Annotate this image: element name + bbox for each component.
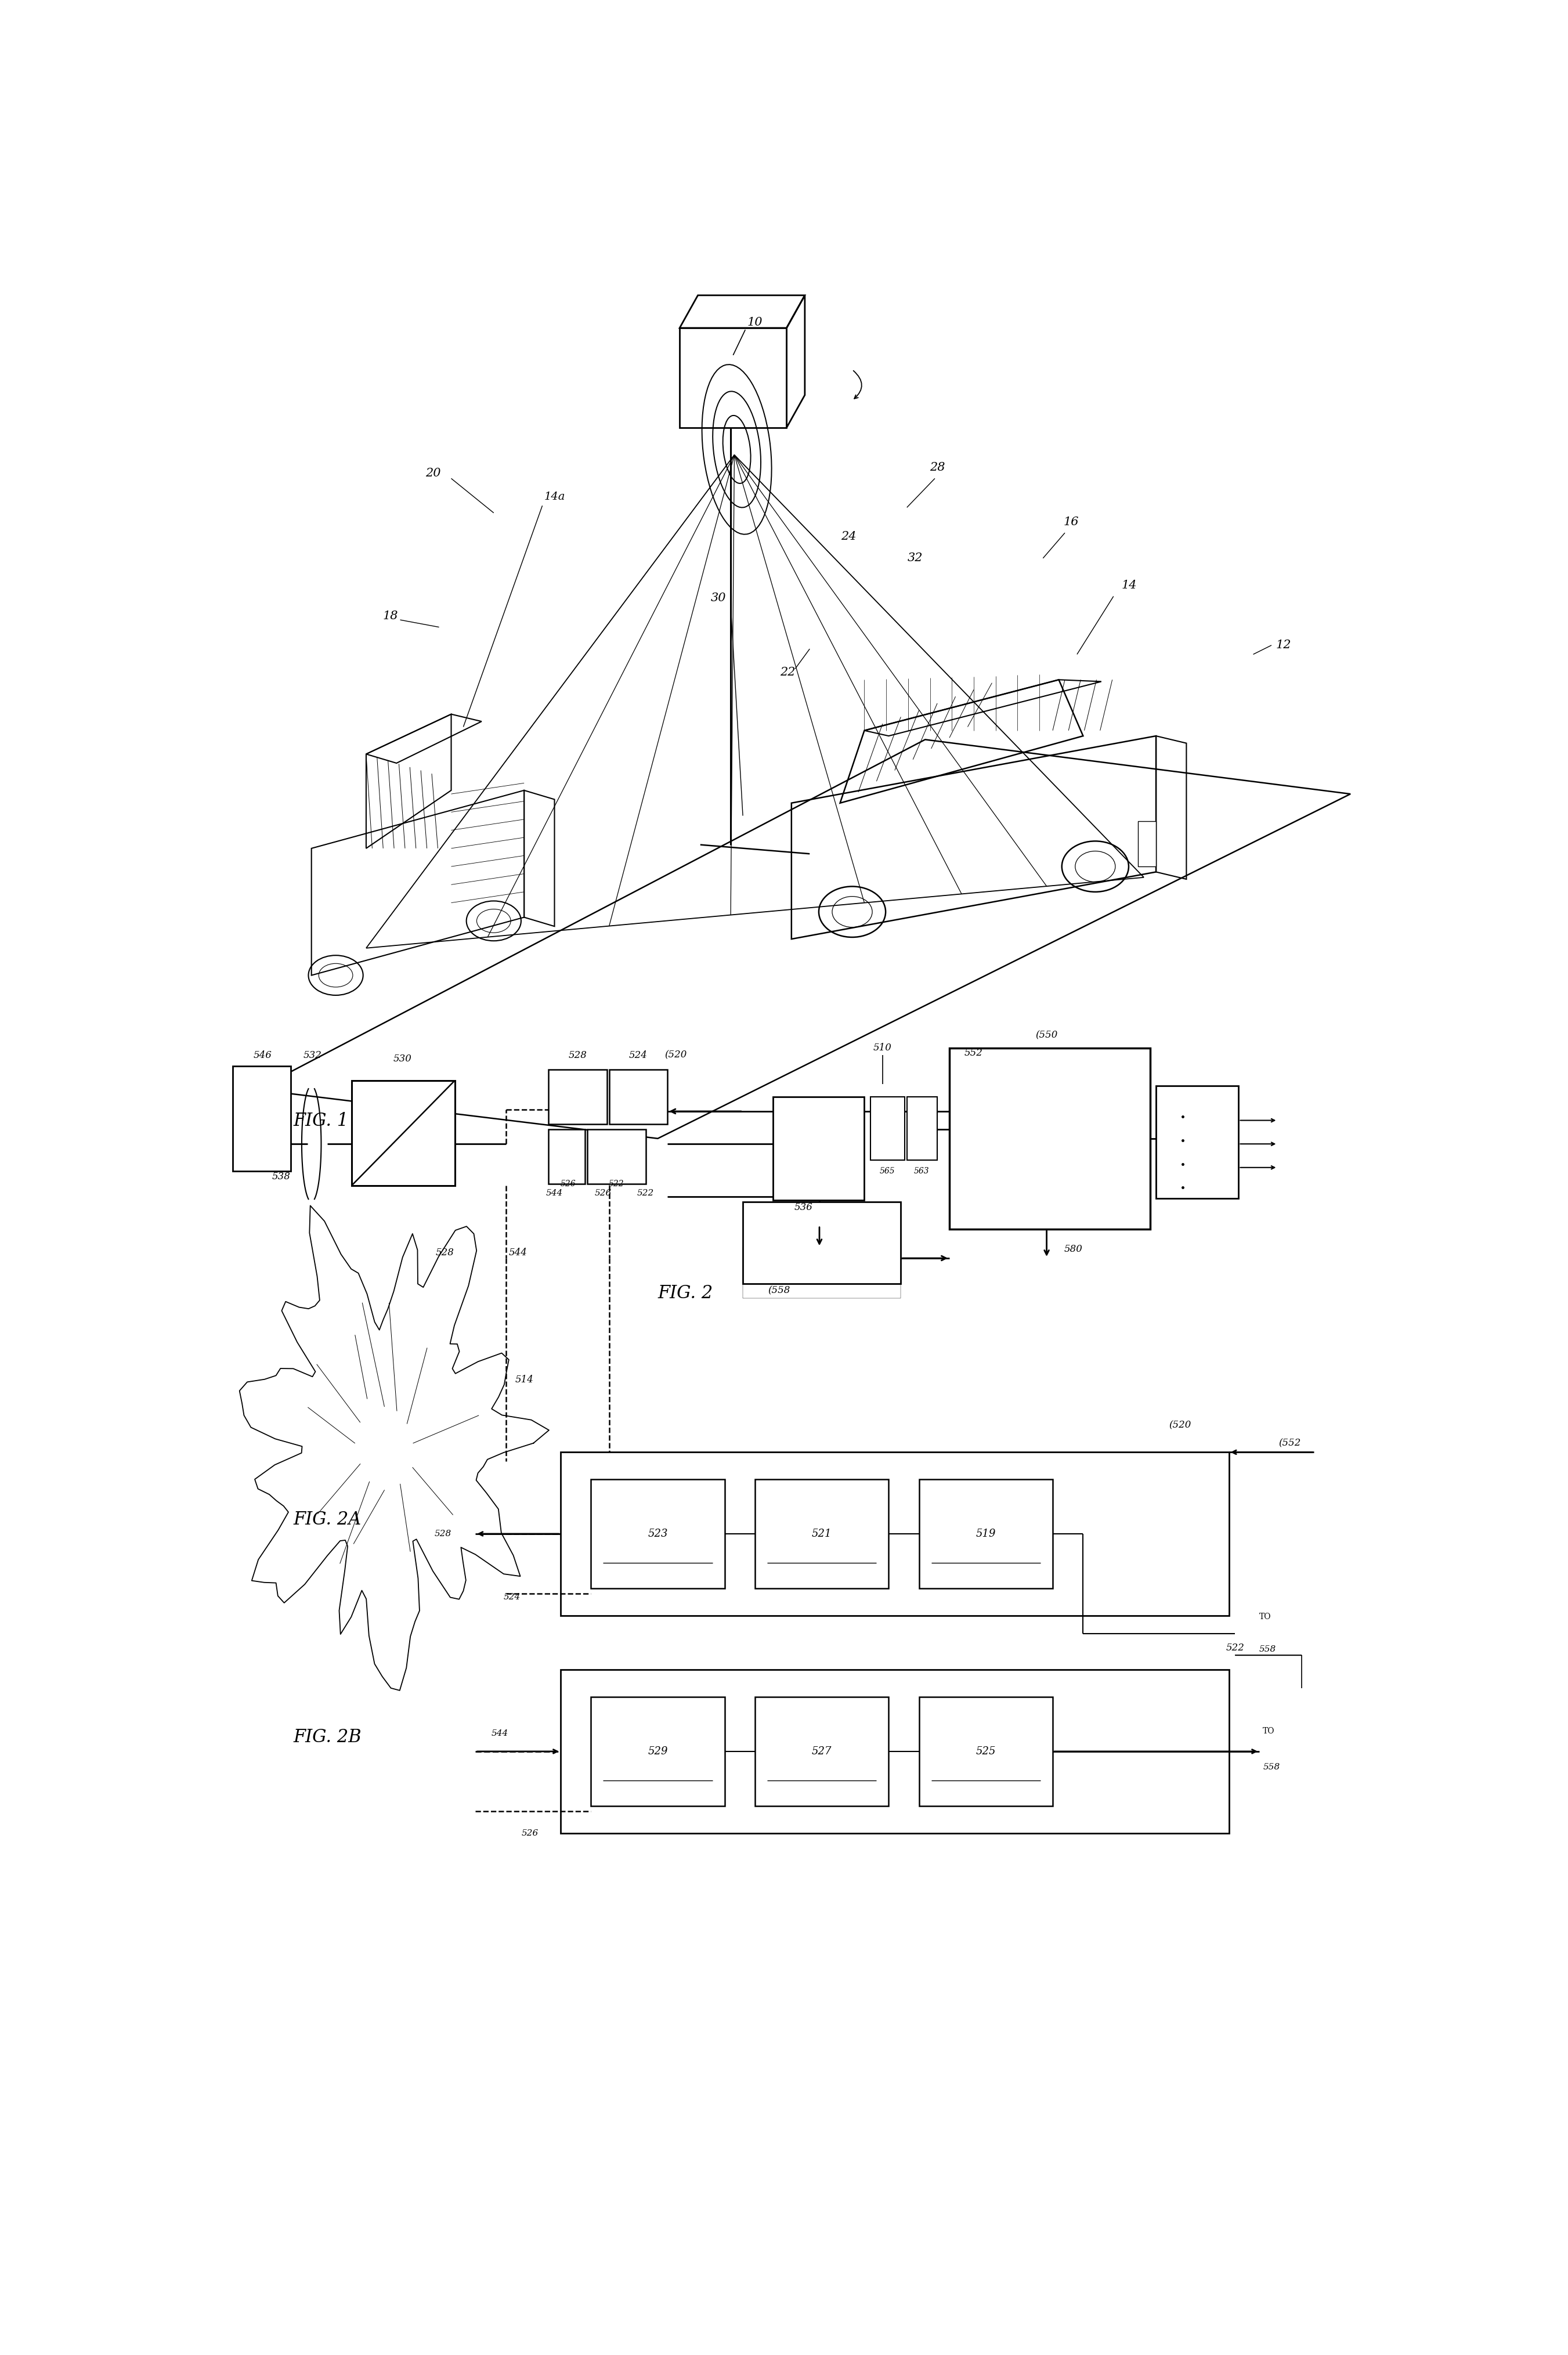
Text: 32: 32 <box>908 553 924 563</box>
Bar <box>773 1097 864 1201</box>
Text: 510: 510 <box>873 1043 892 1053</box>
Text: 514: 514 <box>514 1375 533 1385</box>
Text: (558: (558 <box>768 1286 790 1295</box>
Bar <box>906 1097 938 1161</box>
Bar <box>919 1479 1052 1587</box>
Bar <box>743 1248 902 1298</box>
Bar <box>549 1130 585 1185</box>
Bar <box>561 1453 1229 1616</box>
Text: 20: 20 <box>425 469 441 478</box>
Bar <box>1156 1086 1239 1199</box>
Text: 528: 528 <box>436 1248 455 1258</box>
Bar <box>351 1081 455 1185</box>
Bar <box>591 1479 724 1587</box>
Bar <box>870 1097 905 1161</box>
Text: 532: 532 <box>304 1050 321 1060</box>
Text: 544: 544 <box>546 1189 563 1196</box>
Text: 18: 18 <box>383 610 398 622</box>
Text: 519: 519 <box>975 1528 996 1540</box>
Text: 522: 522 <box>608 1180 624 1187</box>
Bar <box>679 327 787 429</box>
Text: 10: 10 <box>748 318 762 327</box>
Bar <box>591 1698 724 1806</box>
Text: 544: 544 <box>491 1729 508 1738</box>
Text: 522: 522 <box>637 1189 654 1196</box>
Text: (552: (552 <box>1278 1439 1301 1448</box>
Text: 526: 526 <box>522 1830 539 1837</box>
Text: 528: 528 <box>434 1531 452 1538</box>
Text: (550: (550 <box>1035 1029 1058 1041</box>
Text: 524: 524 <box>503 1594 521 1601</box>
Text: 521: 521 <box>812 1528 833 1540</box>
Bar <box>950 1048 1149 1229</box>
Text: (520: (520 <box>665 1050 687 1060</box>
Text: 525: 525 <box>975 1745 996 1757</box>
Bar <box>919 1698 1052 1806</box>
Text: 28: 28 <box>930 462 946 473</box>
Text: 24: 24 <box>840 530 856 542</box>
Text: TO: TO <box>1259 1613 1272 1620</box>
Text: 536: 536 <box>795 1203 812 1213</box>
Text: 522: 522 <box>1226 1644 1245 1653</box>
Bar <box>549 1069 607 1123</box>
Text: FIG. 2A: FIG. 2A <box>293 1512 361 1528</box>
Text: 552: 552 <box>964 1048 983 1057</box>
Text: FIG. 2: FIG. 2 <box>659 1283 713 1302</box>
Text: 563: 563 <box>914 1168 930 1175</box>
Text: 16: 16 <box>1063 516 1079 528</box>
Text: 30: 30 <box>710 593 726 603</box>
Text: FIG. 1: FIG. 1 <box>293 1112 348 1130</box>
Text: 544: 544 <box>508 1248 527 1258</box>
Text: 14: 14 <box>1121 579 1137 591</box>
Bar <box>756 1698 889 1806</box>
Bar <box>756 1479 889 1587</box>
Text: 538: 538 <box>271 1173 290 1182</box>
Text: 558: 558 <box>1259 1646 1276 1653</box>
Text: 22: 22 <box>781 666 795 678</box>
Text: 558: 558 <box>1262 1764 1279 1771</box>
Text: 14a: 14a <box>544 492 564 502</box>
Bar <box>561 1670 1229 1832</box>
Text: (520: (520 <box>1170 1420 1192 1429</box>
Text: 523: 523 <box>648 1528 668 1540</box>
Text: 527: 527 <box>812 1745 833 1757</box>
Bar <box>588 1130 646 1185</box>
Text: 530: 530 <box>394 1053 412 1064</box>
Bar <box>608 1069 668 1123</box>
Text: 565: 565 <box>880 1168 895 1175</box>
Text: 12: 12 <box>1276 641 1292 650</box>
Text: 524: 524 <box>629 1050 648 1060</box>
Text: 529: 529 <box>648 1745 668 1757</box>
Text: 526: 526 <box>560 1180 575 1187</box>
Text: 546: 546 <box>254 1050 273 1060</box>
Text: FIG. 2B: FIG. 2B <box>293 1729 362 1747</box>
Text: 528: 528 <box>568 1050 586 1060</box>
Bar <box>743 1201 902 1283</box>
Text: 526: 526 <box>594 1189 612 1196</box>
Bar <box>1138 822 1156 867</box>
Text: 580: 580 <box>1065 1243 1082 1255</box>
Bar <box>232 1067 290 1170</box>
Text: TO: TO <box>1262 1726 1275 1736</box>
